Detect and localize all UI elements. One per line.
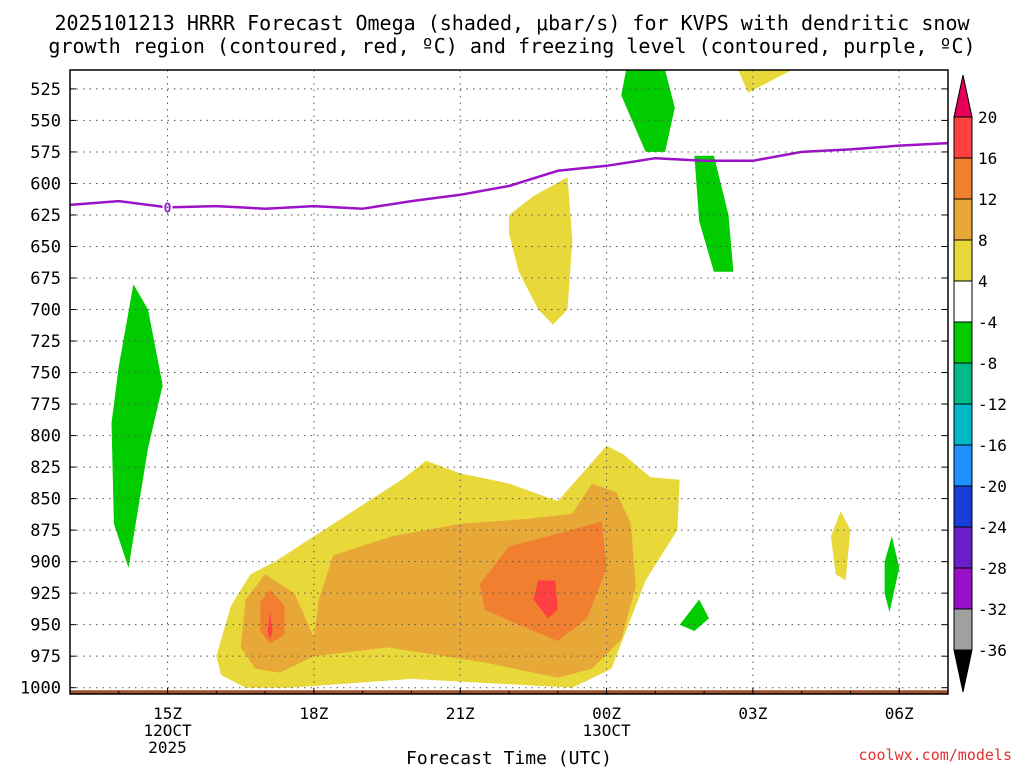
colorbar-label-2: 12	[978, 190, 997, 209]
colorbar-label-3: 8	[978, 231, 988, 250]
x-tick-label-18-0: 18Z	[299, 704, 328, 723]
y-tick-label-775: 775	[30, 395, 61, 415]
colorbar: 20 16 12 8 4 -4 -8 -12 -16 -20 -24 -28 -32 -36	[953, 74, 1007, 693]
colorbar-label-5: -4	[978, 313, 997, 332]
omega-region-sink-mid	[694, 155, 734, 272]
y-tick-label-725: 725	[30, 332, 61, 352]
credit-text[interactable]: coolwx.com/models	[858, 746, 1012, 764]
y-tick-label-925: 925	[30, 584, 61, 604]
y-tick-label-675: 675	[30, 269, 61, 289]
omega-region-small-ascent-east	[830, 511, 851, 581]
colorbar-segment-6	[953, 362, 973, 405]
colorbar-label-7: -12	[978, 395, 1007, 414]
y-tick-label-700: 700	[30, 301, 61, 321]
freezing-level-label: 0	[164, 201, 172, 216]
omega-region-low-level-ascent-20	[267, 612, 273, 640]
colorbar-segment-0	[953, 116, 973, 159]
colorbar-label-4: 4	[978, 272, 988, 291]
colorbar-segment-9	[953, 485, 973, 528]
colorbar-segment-7	[953, 403, 973, 446]
y-tick-label-850: 850	[30, 490, 61, 510]
omega-region-sink-east	[884, 536, 900, 613]
colorbar-label-10: -24	[978, 518, 1007, 537]
x-tick-label-21-0: 21Z	[446, 704, 475, 723]
colorbar-segment-2	[953, 198, 973, 241]
colorbar-arrow-bottom	[953, 649, 973, 693]
x-tick-label-15-2: 2025	[148, 738, 187, 757]
colorbar-label-13: -36	[978, 641, 1007, 660]
colorbar-segment-11	[953, 567, 973, 610]
omega-region-sink-upper	[621, 70, 675, 152]
y-tick-label-975: 975	[30, 647, 61, 667]
colorbar-label-9: -20	[978, 477, 1007, 496]
colorbar-label-6: -8	[978, 354, 997, 373]
y-tick-label-875: 875	[30, 521, 61, 541]
colorbar-label-0: 20	[978, 108, 997, 127]
colorbar-label-1: 16	[978, 149, 997, 168]
x-tick-label-27-0: 03Z	[738, 704, 767, 723]
y-tick-label-625: 625	[30, 206, 61, 226]
colorbar-label-8: -16	[978, 436, 1007, 455]
x-tick-label-24-0: 00Z	[592, 704, 621, 723]
omega-region-low-level-ascent-20b	[533, 580, 558, 619]
y-tick-label-575: 575	[30, 143, 61, 163]
plot-area: 0	[69, 70, 949, 694]
colorbar-segment-1	[953, 157, 973, 200]
y-tick-label-800: 800	[30, 427, 61, 447]
y-tick-label-525: 525	[30, 80, 61, 100]
x-tick-label-24-1: 13OCT	[582, 721, 631, 740]
colorbar-segment-4	[953, 280, 973, 323]
colorbar-label-12: -32	[978, 600, 1007, 619]
colorbar-segment-3	[953, 239, 973, 282]
plot-frame	[69, 69, 949, 695]
y-tick-label-600: 600	[30, 174, 61, 194]
plot-grid	[70, 70, 948, 694]
y-tick-label-750: 750	[30, 364, 61, 384]
y-tick-label-1000: 1000	[20, 679, 61, 699]
x-axis-label: Forecast Time (UTC)	[406, 748, 612, 768]
chart-title-line1: 2025101213 HRRR Forecast Omega (shaded, …	[54, 11, 970, 35]
omega-region-mid-level-ascent	[509, 177, 573, 325]
omega-region-sink-low	[679, 599, 709, 631]
omega-region-sink-west	[111, 284, 163, 568]
colorbar-segment-12	[953, 608, 973, 651]
y-tick-label-950: 950	[30, 616, 61, 636]
freezing-level-line	[69, 141, 949, 210]
colorbar-label-11: -28	[978, 559, 1007, 578]
chart-title-line2: growth region (contoured, red, ºC) and f…	[48, 34, 975, 58]
colorbar-segment-5	[953, 321, 973, 364]
y-tick-label-825: 825	[30, 458, 61, 478]
omega-region-low-level-ascent-16	[260, 589, 285, 644]
y-axis: 525 550 575 600 625 650 675 700 725 750 775 800 825 8…	[20, 80, 948, 699]
colorbar-arrow-top	[953, 74, 973, 118]
y-tick-label-550: 550	[30, 111, 61, 131]
x-tick-label-15-1: 12OCT	[143, 721, 192, 740]
x-tick-label-30-0: 06Z	[885, 704, 914, 723]
omega-region-upper-ascent	[738, 70, 792, 93]
colorbar-segment-8	[953, 444, 973, 487]
x-tick-label-15-0: 15Z	[153, 704, 182, 723]
y-tick-label-900: 900	[30, 553, 61, 573]
y-tick-label-650: 650	[30, 237, 61, 257]
colorbar-segment-10	[953, 526, 973, 569]
